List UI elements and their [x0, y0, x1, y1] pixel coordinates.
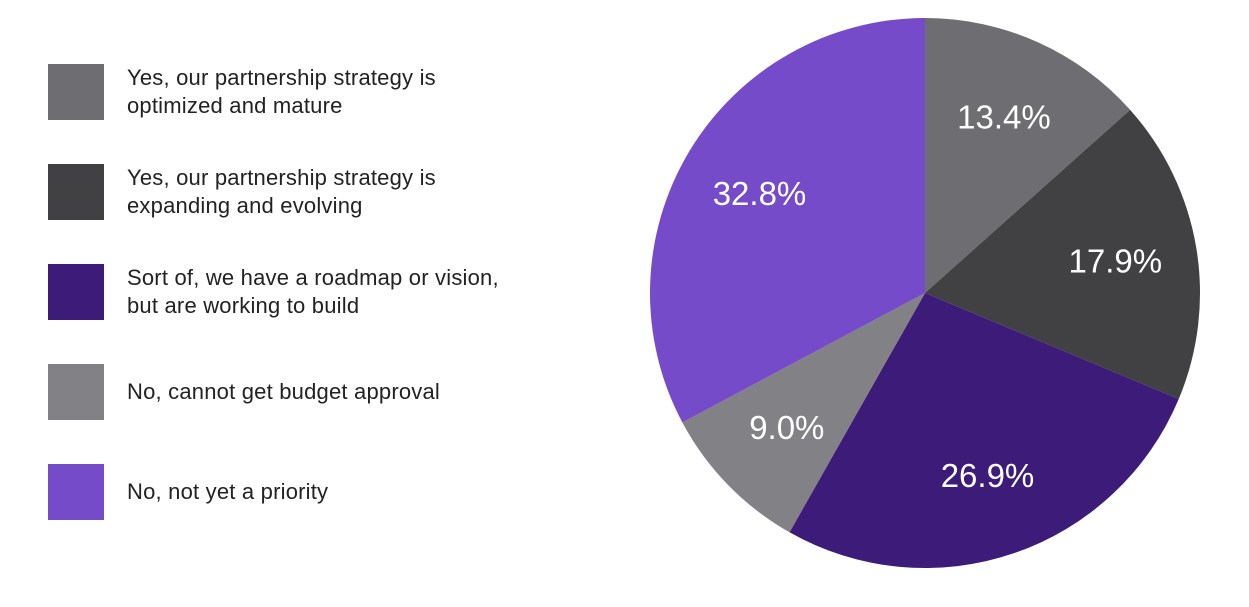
slice-label: 13.4%	[957, 98, 1051, 135]
legend-label: No, not yet a priority	[127, 479, 329, 504]
legend-swatch	[48, 464, 104, 520]
pie-slice	[682, 293, 925, 533]
legend-label: Yes, our partnership strategy is optimiz…	[127, 65, 436, 118]
legend-item: No, not yet a priority	[48, 464, 528, 520]
pie-slice	[650, 18, 925, 423]
slice-label: 26.9%	[941, 457, 1035, 494]
slice-label: 9.0%	[749, 409, 824, 446]
pie-slice	[789, 293, 1179, 569]
pie-slice	[925, 109, 1201, 400]
legend-swatch	[48, 364, 104, 420]
pie-chart: 13.4% 17.9% 26.9% 9.0% 32.8%	[650, 18, 1201, 569]
legend-swatch	[48, 64, 104, 120]
pie-slice	[925, 18, 1131, 293]
legend-item: Sort of, we have a roadmap or vision, bu…	[48, 264, 528, 320]
legend-item: Yes, our partnership strategy is optimiz…	[48, 64, 528, 120]
slice-label: 32.8%	[713, 175, 807, 212]
legend-swatch	[48, 164, 104, 220]
legend-label: Sort of, we have a roadmap or vision, bu…	[127, 265, 499, 318]
legend-label: Yes, our partnership strategy is expandi…	[127, 165, 436, 218]
slice-label: 17.9%	[1069, 243, 1163, 280]
legend-item: No, cannot get budget approval	[48, 364, 528, 420]
legend-label: No, cannot get budget approval	[127, 379, 441, 404]
legend-swatch	[48, 264, 104, 320]
legend-item: Yes, our partnership strategy is expandi…	[48, 164, 528, 220]
